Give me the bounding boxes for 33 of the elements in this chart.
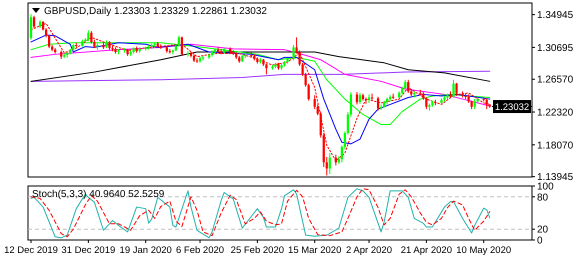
x-tick-label: 31 Dec 2019 — [61, 245, 116, 256]
y-tick-label: 20 — [537, 224, 549, 236]
chart-title: Stoch(5,3,3) 40.9640 52.5259 — [32, 189, 165, 200]
x-tick-label: 12 Dec 2019 — [4, 245, 58, 256]
x-tick-label: 15 Mar 2020 — [288, 245, 342, 256]
y-tick-label: 1.13945 — [537, 172, 574, 184]
x-tick-label: 21 Apr 2020 — [400, 245, 452, 256]
x-tick-label: 2 Apr 2020 — [346, 245, 392, 256]
y-tick-label: 80 — [537, 192, 549, 204]
candlestick — [452, 79, 455, 98]
line-series — [30, 70, 490, 82]
candlestick — [90, 30, 93, 44]
y-tick-label: 100 — [537, 182, 554, 192]
chart-title: GBPUSD,Daily 1.23303 1.23329 1.22861 1.23032 — [44, 6, 268, 17]
line-series — [30, 44, 490, 107]
candlestick — [486, 98, 488, 110]
line-series — [30, 34, 490, 144]
x-tick-label: 6 Feb 2020 — [176, 245, 224, 256]
candlestick — [404, 79, 406, 90]
line-series — [30, 52, 490, 82]
y-tick-label: 1.30695 — [537, 42, 574, 54]
x-tick-label: 10 May 2020 — [456, 245, 512, 256]
x-tick-label: 19 Jan 2020 — [120, 245, 172, 256]
y-tick-label: 0 — [537, 236, 543, 246]
candlestick — [407, 79, 410, 94]
y-tick-label: 1.18070 — [537, 140, 574, 152]
candlestick — [328, 152, 331, 174]
y-tick-label: 1.34945 — [537, 10, 574, 22]
x-tick-label: 25 Feb 2020 — [230, 245, 284, 256]
ref-line-label: 1.23032 — [494, 102, 530, 113]
candlestick — [474, 98, 476, 110]
y-tick-label: 1.22320 — [537, 108, 574, 119]
y-tick-label: 1.26570 — [537, 74, 574, 86]
